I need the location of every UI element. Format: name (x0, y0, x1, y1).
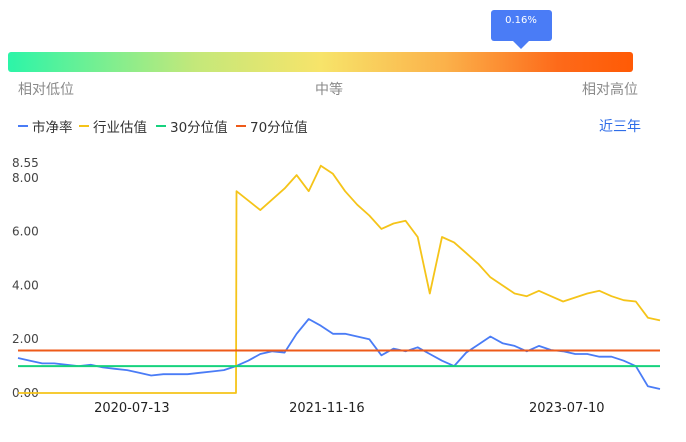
y-tick-label: 8.55 (12, 156, 39, 170)
legend-label-p30: 30分位值 (170, 120, 228, 136)
valuation-line-chart: 0.002.004.006.008.008.55 2020-07-13 2021-… (12, 156, 661, 416)
y-tick-label: 4.00 (12, 278, 39, 292)
y-tick-label: 6.00 (12, 225, 39, 239)
legend-swatch-p70 (236, 125, 246, 127)
valuation-gauge: 0.16% 相对低位 中等 相对高位 (0, 0, 686, 110)
y-tick-label: 2.00 (12, 332, 39, 346)
legend-swatch-industry (79, 125, 89, 127)
legend-label-p70: 70分位值 (250, 120, 308, 136)
x-tick-label: 2020-07-13 (94, 401, 170, 416)
gauge-high-label: 相对高位 (582, 82, 638, 98)
legend-swatch-pb (18, 125, 28, 127)
range-button-three-years[interactable]: 近三年 (599, 119, 641, 135)
x-axis-ticks: 2020-07-13 2021-11-16 2023-07-10 (94, 401, 604, 416)
gauge-gradient-bar (8, 52, 633, 72)
tooltip-pointer-icon (512, 41, 529, 49)
x-tick-label: 2023-07-10 (529, 401, 605, 416)
gauge-low-label: 相对低位 (18, 82, 74, 98)
series-line-0 (17, 318, 661, 390)
legend-label-industry: 行业估值 (93, 120, 147, 136)
x-tick-label: 2021-11-16 (289, 401, 365, 416)
gauge-mid-label: 中等 (315, 82, 343, 98)
series-line-1 (18, 164, 661, 394)
percentile-label: 0.16% (505, 15, 537, 26)
series-lines (17, 164, 661, 394)
y-tick-label: 8.00 (12, 171, 39, 185)
percentile-tooltip: 0.16% (490, 10, 552, 41)
legend-label-pb: 市净率 (32, 120, 73, 136)
legend-swatch-p30 (156, 125, 166, 127)
y-axis-ticks: 0.002.004.006.008.008.55 (12, 156, 39, 400)
